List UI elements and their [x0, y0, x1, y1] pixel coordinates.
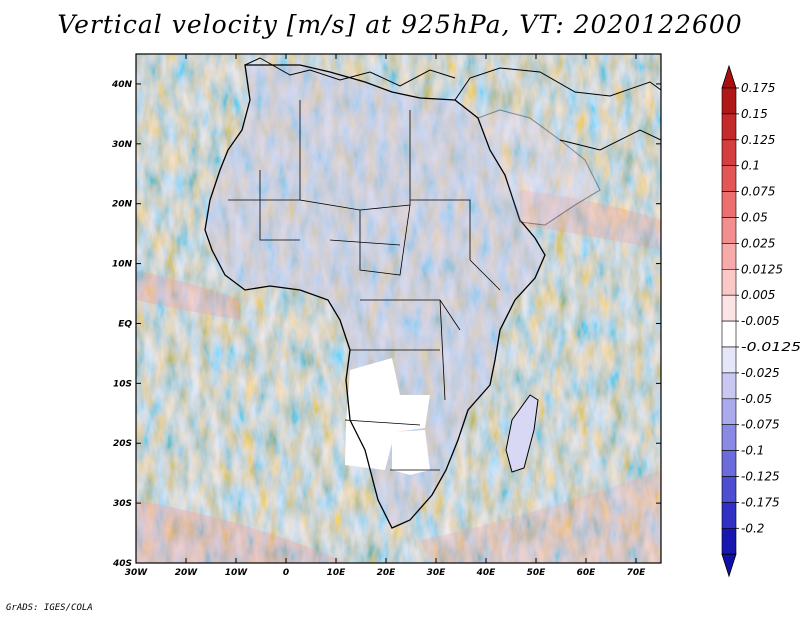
- colorbar-bottom-arrow: [721, 553, 737, 578]
- lon-tick-label: 20W: [175, 568, 199, 578]
- colorbar-label: 0.005: [741, 288, 775, 302]
- colorbar-swatch: [721, 424, 737, 451]
- colorbar-swatch: [721, 165, 737, 192]
- colorbar-swatch: [721, 502, 737, 529]
- colorbar-label: 0.1: [741, 159, 760, 173]
- arabia-outline: [477, 109, 601, 226]
- colorbar-label: 0.175: [741, 81, 775, 95]
- colorbar-swatch: [721, 476, 737, 503]
- colorbar-swatch: [721, 217, 737, 244]
- lat-tick-label: 30S: [113, 499, 132, 509]
- colorbar-swatch: [721, 372, 737, 400]
- africa-outline: [204, 64, 546, 529]
- colorbar-label: -0.005: [741, 314, 780, 328]
- colorbar-label: 0.075: [741, 185, 775, 199]
- colorbar-label: -0.075: [741, 418, 780, 432]
- colorbar-swatch: [721, 268, 737, 296]
- lon-tick-label: 20E: [377, 568, 397, 578]
- colorbar-swatch: [721, 527, 737, 555]
- colorbar-swatch: [721, 191, 737, 218]
- lon-tick-label: 40E: [476, 568, 497, 578]
- lon-tick-label: 60E: [577, 568, 597, 578]
- colorbar-swatch: [721, 294, 737, 322]
- country-borders: [228, 100, 501, 471]
- colorbar-swatch: [721, 243, 737, 270]
- velocity-field: [136, 54, 661, 563]
- lat-tick-label: EQ: [118, 319, 132, 329]
- colorbar-label: -0.025: [741, 366, 780, 380]
- lon-tick-label: 0: [283, 568, 289, 578]
- lat-tick-label: 40N: [111, 80, 133, 90]
- africa-landmass: [205, 65, 545, 528]
- colorbar-label: -0.175: [741, 495, 780, 509]
- lat-tick-label: 30N: [112, 140, 133, 150]
- colorbar-label: -0.0125: [741, 340, 800, 354]
- colorbar-label: 0.025: [741, 236, 775, 250]
- map-frame: [135, 53, 662, 564]
- colorbar-swatch: [721, 346, 737, 374]
- colorbar-label: 0.0125: [741, 262, 783, 276]
- lon-tick-label: 70E: [627, 568, 647, 578]
- lon-tick-label: 10W: [225, 568, 249, 578]
- colorbar-swatch: [721, 139, 737, 167]
- lat-tick-label: 10S: [113, 379, 132, 389]
- colorbar-swatch: [721, 398, 737, 425]
- colorbar-label: -0.2: [741, 521, 764, 535]
- colorbar-label: -0.05: [741, 392, 772, 406]
- colorbar-swatch: [721, 320, 737, 348]
- colorbar-label: 0.15: [741, 107, 768, 121]
- lon-tick-label: 30W: [125, 568, 149, 578]
- colorbar-swatch: [721, 87, 737, 115]
- lon-tick-label: 10E: [327, 568, 347, 578]
- lat-tick-label: 20N: [112, 200, 133, 210]
- lon-tick-label: 50E: [527, 568, 547, 578]
- colorbar-swatch: [721, 450, 737, 477]
- colorbar-label: -0.125: [741, 470, 780, 484]
- lat-tick-label: 40S: [112, 559, 132, 569]
- colorbar-swatch: [721, 113, 737, 141]
- grads-credit: GrADS: IGES/COLA: [6, 603, 93, 613]
- chart-title: Vertical velocity [m/s] at 925hPa, VT: 2…: [57, 10, 743, 39]
- lon-tick-label: 30E: [427, 568, 447, 578]
- colorbar-label: 0.125: [741, 133, 775, 147]
- axis-ticks: 30W 20W 10W 0 10E 20E 30E 40E 50E 60E 70E 40S 30S 20S…: [111, 54, 661, 578]
- colorbar-label: 0.05: [741, 211, 768, 225]
- madagascar: [505, 394, 539, 473]
- lat-tick-label: 10N: [112, 260, 133, 270]
- colorbar-top-arrow: [721, 64, 737, 89]
- lat-tick-label: 20S: [113, 439, 132, 449]
- colorbar: 0.175 0.15 0.125 0.1 0.075 0.05 0.025 0.0125 0.0…: [721, 64, 800, 578]
- colorbar-label: -0.1: [741, 444, 764, 458]
